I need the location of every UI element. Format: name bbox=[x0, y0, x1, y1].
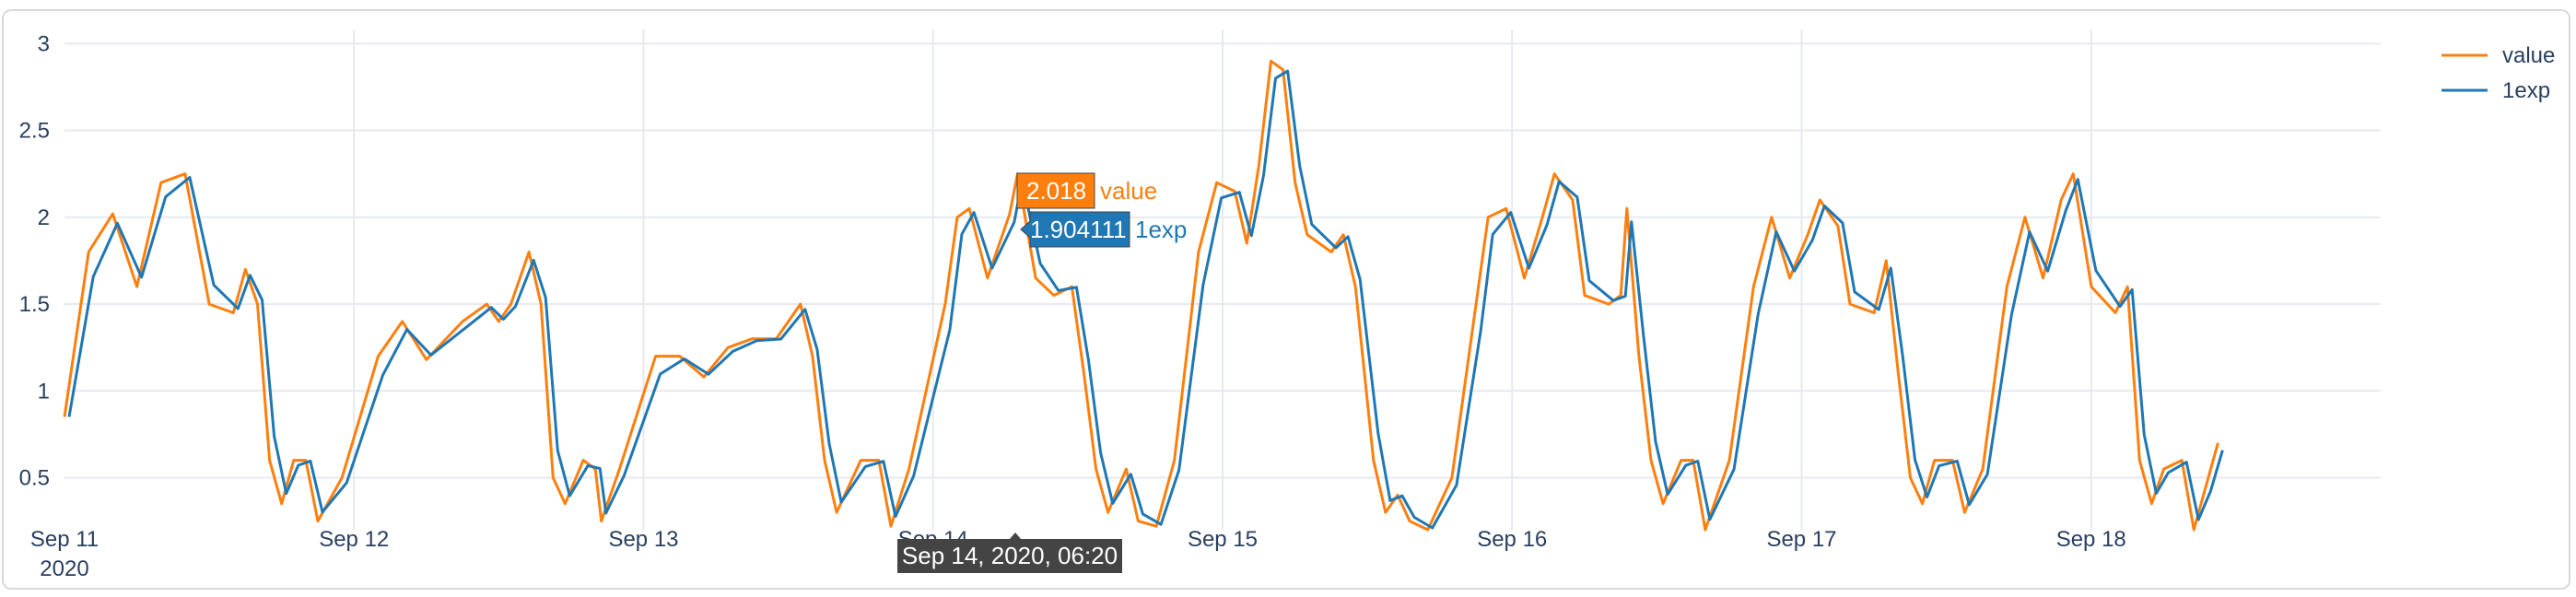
y-axis-ticks: 0.5 1 1.5 2 2.5 3 bbox=[19, 31, 50, 490]
y-tick-label: 2 bbox=[38, 205, 50, 230]
x-tick-label: Sep 13 bbox=[608, 527, 678, 552]
grid-lines bbox=[64, 29, 2381, 530]
hover-tooltip: 2.018 value 1.904111 1exp Sep 14, 2020, … bbox=[897, 172, 1187, 573]
y-tick-label: 1.5 bbox=[19, 292, 50, 317]
series-line-1exp[interactable] bbox=[67, 69, 2224, 530]
x-tick-label: Sep 18 bbox=[2056, 527, 2126, 552]
hover-series-name-1exp: 1exp bbox=[1135, 216, 1187, 243]
hover-label-1exp: 1.904111 1exp bbox=[1020, 211, 1187, 248]
hover-x-label: Sep 14, 2020, 06:20 bbox=[897, 533, 1122, 573]
x-tick-label: Sep 16 bbox=[1477, 527, 1547, 552]
legend-label-value: value bbox=[2502, 43, 2555, 68]
x-tick-label: Sep 12 bbox=[319, 527, 389, 552]
hover-value-text: 2.018 bbox=[1026, 177, 1086, 205]
legend[interactable]: value 1exp bbox=[2441, 43, 2555, 103]
hover-series-name-value: value bbox=[1100, 177, 1157, 205]
hover-label-value: 2.018 value bbox=[1016, 172, 1157, 209]
y-tick-label: 0.5 bbox=[19, 465, 50, 490]
hover-1exp-text: 1.904111 bbox=[1030, 216, 1127, 243]
x-tick-label: Sep 15 bbox=[1188, 527, 1258, 552]
legend-item-1exp[interactable]: 1exp bbox=[2441, 78, 2550, 103]
x-tick-label: Sep 17 bbox=[1766, 527, 1836, 552]
x-tick-label: Sep 11 bbox=[30, 527, 99, 552]
y-tick-label: 3 bbox=[38, 31, 50, 56]
legend-item-value[interactable]: value bbox=[2441, 43, 2555, 68]
hover-x-text: Sep 14, 2020, 06:20 bbox=[902, 542, 1118, 569]
y-tick-label: 1 bbox=[38, 379, 50, 404]
x-axis-year-label: 2020 bbox=[40, 556, 88, 581]
y-tick-label: 2.5 bbox=[19, 119, 50, 144]
series-lines[interactable] bbox=[63, 59, 2224, 532]
legend-label-1exp: 1exp bbox=[2502, 78, 2550, 103]
